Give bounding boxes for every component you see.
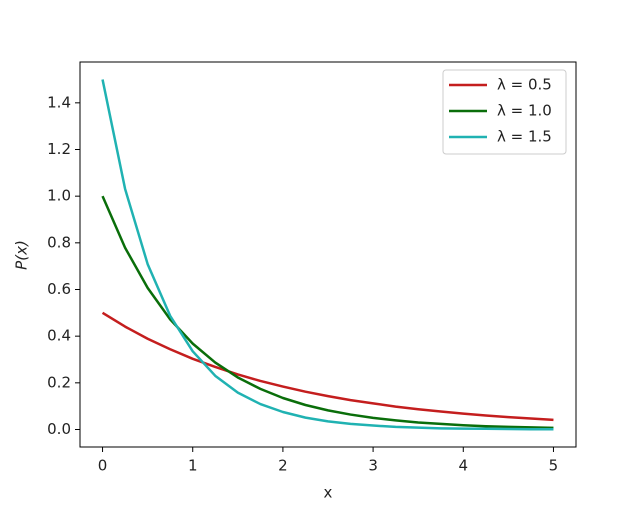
x-axis-label: x	[324, 484, 333, 502]
y-tick-label: 0.2	[47, 373, 71, 391]
y-axis-label: P(x)	[13, 240, 31, 270]
y-tick-label: 1.2	[47, 140, 71, 158]
y-tick-label: 0.4	[47, 327, 71, 345]
x-tick-label: 0	[98, 457, 108, 475]
y-tick-label: 1.0	[47, 187, 71, 205]
plot-frame	[79, 61, 577, 448]
y-tick-label: 0.6	[47, 280, 71, 298]
x-tick-label: 3	[368, 457, 378, 475]
x-tick-label: 5	[549, 457, 559, 475]
series-line	[101, 79, 554, 431]
series-line	[101, 311, 554, 422]
x-tick-label: 1	[188, 457, 198, 475]
legend-box	[442, 69, 567, 155]
legend-label: λ = 1.0	[497, 102, 552, 120]
legend-label: λ = 0.5	[497, 76, 552, 94]
legend-label: λ = 1.5	[497, 128, 552, 146]
y-tick-label: 0.0	[47, 420, 71, 438]
y-tick-label: 1.4	[47, 93, 71, 111]
y-tick-label: 0.8	[47, 233, 71, 251]
x-tick-label: 4	[458, 457, 468, 475]
legend: λ = 0.5 λ = 1.0 λ = 1.5	[442, 69, 567, 155]
x-tick-label: 2	[278, 457, 288, 475]
